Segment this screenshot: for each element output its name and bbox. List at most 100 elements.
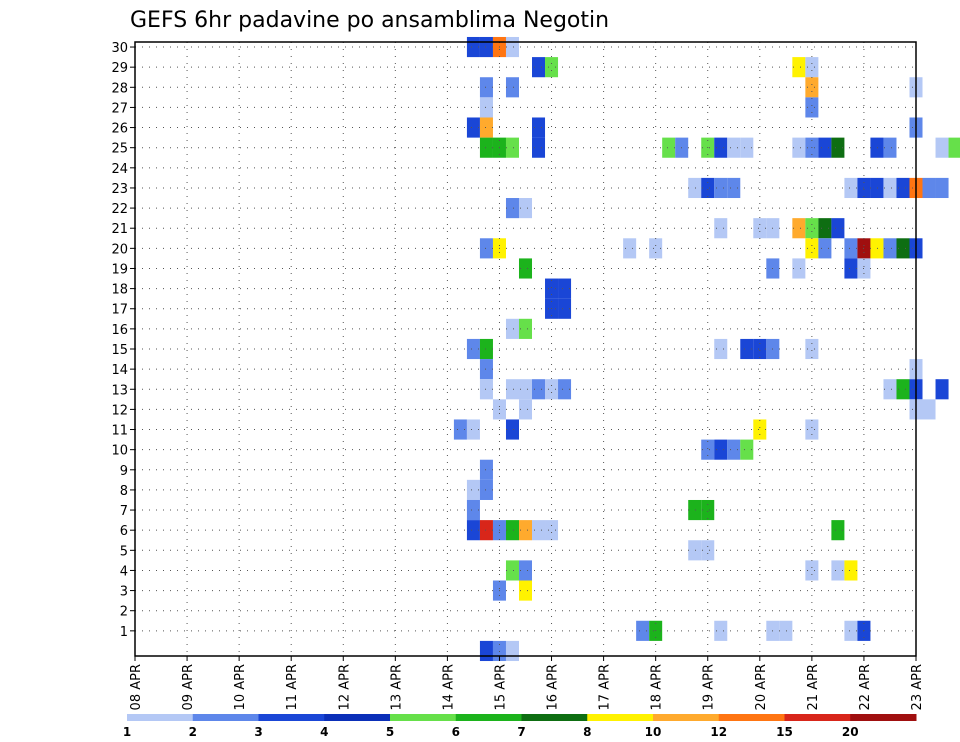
xtick-label-10: 18 APR <box>650 664 665 710</box>
ytick-label-3: 3 <box>120 585 128 600</box>
heat-cell-m29-6 <box>792 57 806 78</box>
heat-cell-m27-12 <box>479 97 493 118</box>
heat-cell-m13-89 <box>479 379 493 400</box>
ytick-label-11: 11 <box>111 424 128 439</box>
heat-cell-m20-66 <box>883 238 897 259</box>
heat-cell-m8-113 <box>466 479 480 500</box>
xtick-label-6: 14 APR <box>441 664 456 710</box>
ytick-label-14: 14 <box>111 363 128 378</box>
heat-cell-m20-63 <box>844 238 858 259</box>
colorbar-label-9: 12 <box>710 725 727 739</box>
heat-cell-m3-134 <box>518 580 533 601</box>
heat-cell-m12-100 <box>518 399 533 420</box>
heat-cell-m13-98 <box>935 379 949 400</box>
x-axis: 08 APR 09 APR 10 APR 11 APR 12 APR 13 APR 14 A… <box>129 656 925 710</box>
xtick-label-5: 13 APR <box>389 664 404 710</box>
heat-cell-m17-77 <box>558 298 572 319</box>
heat-cell-m19-69 <box>518 258 533 279</box>
colorbar-label-0: 1 <box>123 725 131 739</box>
heat-cell-m29-5 <box>545 57 559 78</box>
colorbar-swatch-3 <box>324 714 391 721</box>
heat-cell-m5-126 <box>688 540 702 561</box>
colorbar-label-6: 7 <box>517 725 525 739</box>
heat-cell-m15-84 <box>753 338 767 360</box>
y-axis: 1234567891011121314151617181920212223242… <box>111 41 135 640</box>
xtick-label-3: 11 APR <box>285 664 300 710</box>
heat-cell-m7-116 <box>688 499 702 521</box>
heat-cell-m20-59 <box>623 238 637 259</box>
heat-cell-m10-109 <box>714 439 728 460</box>
heat-cell-m20-67 <box>896 238 910 259</box>
heat-cell-m15-80 <box>466 338 480 360</box>
heat-cell-m20-57 <box>479 238 493 259</box>
heat-cell-m13-90 <box>505 379 519 400</box>
heat-cell-m15-86 <box>805 338 819 360</box>
heat-cell-m22-49 <box>518 198 533 219</box>
colorbar-swatch-11 <box>850 714 917 721</box>
heat-cell-m23-39 <box>727 177 741 199</box>
ytick-label-8: 8 <box>120 484 128 499</box>
heat-cell-m8-114 <box>479 479 493 500</box>
heat-cell-m11-103 <box>453 419 467 440</box>
heat-cell-m23-44 <box>896 177 910 199</box>
ytick-label-20: 20 <box>111 242 128 257</box>
heat-cell-m25-35 <box>948 137 960 158</box>
heat-cell-m10-108 <box>701 439 715 460</box>
heat-cell-m19-72 <box>844 258 858 279</box>
heat-cell-m25-25 <box>714 137 728 158</box>
ytick-label-2: 2 <box>120 605 128 620</box>
heat-cell-m6-121 <box>505 520 519 541</box>
heat-cell-m21-55 <box>818 218 832 239</box>
heat-cell-m23-38 <box>714 177 728 199</box>
heat-cell-m4-130 <box>805 560 819 581</box>
colorbar-label-5: 6 <box>452 725 460 739</box>
heat-cell-m4-129 <box>518 560 533 581</box>
colorbar-swatch-4 <box>390 714 457 721</box>
heat-cell-m15-81 <box>479 338 493 360</box>
ytick-label-17: 17 <box>111 303 128 318</box>
heat-cell-m25-21 <box>532 137 546 158</box>
heat-cell-m21-50 <box>714 218 728 239</box>
heat-cell-m20-60 <box>649 238 663 259</box>
ytick-label-6: 6 <box>120 524 128 539</box>
heat-cell-m1-140 <box>844 620 858 641</box>
heat-cell-m1-139 <box>779 620 793 641</box>
heat-cell-m11-106 <box>753 419 767 440</box>
heat-cell-m21-53 <box>792 218 806 239</box>
heat-cell-m25-28 <box>792 137 806 158</box>
heat-cell-m26-16 <box>532 117 546 138</box>
colorbar-label-2: 3 <box>254 725 262 739</box>
ytick-label-13: 13 <box>111 383 128 398</box>
ytick-label-16: 16 <box>111 323 128 338</box>
heat-cell-m25-20 <box>505 137 519 158</box>
xtick-label-11: 19 APR <box>702 664 717 710</box>
heat-cell-m20-65 <box>870 238 884 259</box>
heat-cell-m11-104 <box>466 419 480 440</box>
heat-cell-m16-79 <box>518 318 533 339</box>
heat-cell-m28-8 <box>479 77 493 98</box>
heat-cell-m23-40 <box>844 177 858 199</box>
ytick-label-26: 26 <box>111 122 128 137</box>
colorbar-swatch-6 <box>521 714 588 721</box>
xtick-label-12: 20 APR <box>754 664 769 710</box>
heat-cell-m28-10 <box>805 77 819 98</box>
ytick-label-23: 23 <box>111 182 128 197</box>
chart-title: GEFS 6hr padavine po ansamblima Negotin <box>130 8 609 33</box>
heat-cell-m13-91 <box>518 379 533 400</box>
heat-cell-m23-37 <box>701 177 715 199</box>
ytick-label-22: 22 <box>111 202 128 217</box>
heat-cell-m14-87 <box>479 359 493 380</box>
ytick-label-19: 19 <box>111 262 128 277</box>
heat-cell-m23-43 <box>883 177 897 199</box>
colorbar-swatch-10 <box>784 714 851 721</box>
grid-layer <box>135 42 916 656</box>
heat-cell-m11-105 <box>505 419 519 440</box>
heat-cell-m10-111 <box>740 439 754 460</box>
heat-cell-m18-74 <box>545 278 559 299</box>
ytick-label-21: 21 <box>111 222 128 237</box>
colorbar-swatch-5 <box>455 714 522 721</box>
xtick-label-4: 12 APR <box>337 664 352 710</box>
colorbar-label-1: 2 <box>189 725 197 739</box>
heat-cell-m25-34 <box>935 137 949 158</box>
